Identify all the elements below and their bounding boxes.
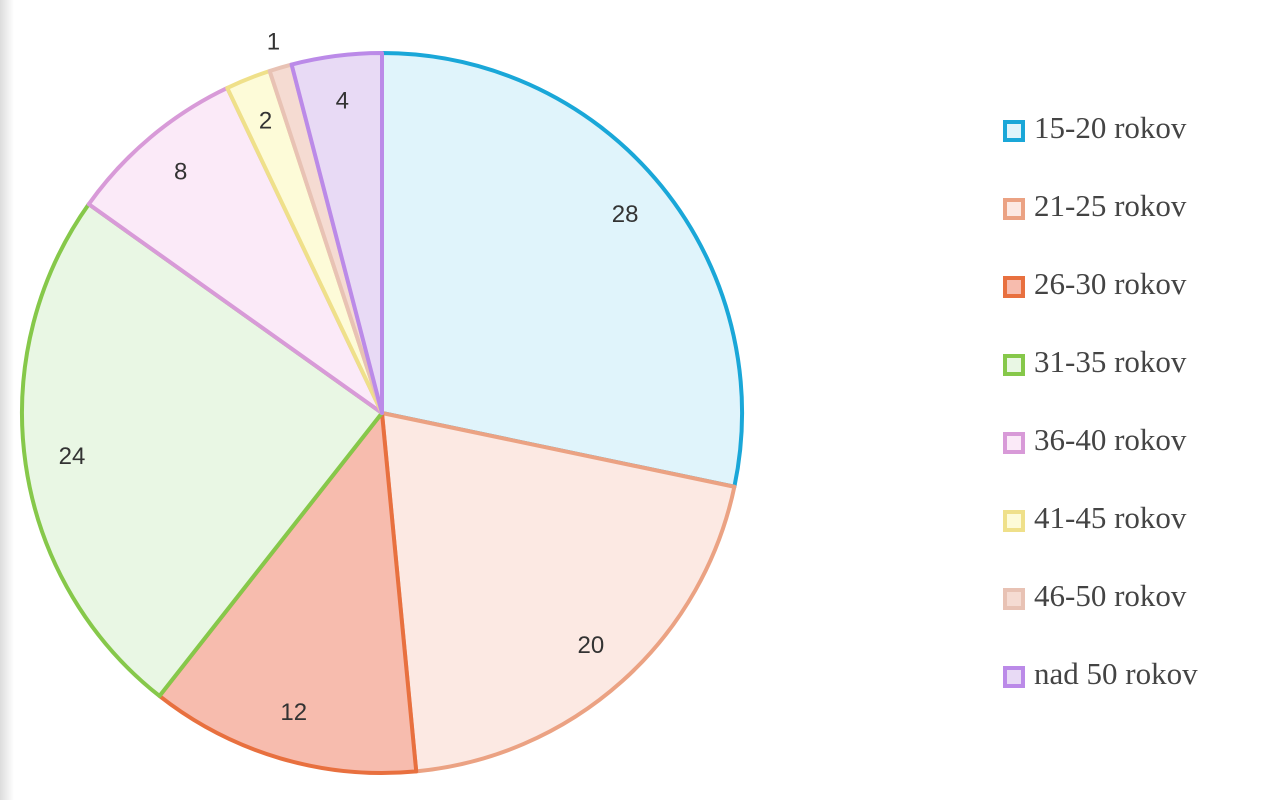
legend-marker <box>1003 510 1025 532</box>
pie-slice <box>157 411 419 775</box>
legend-label: 26-30 rokov <box>1034 266 1187 301</box>
legend-label: 21-25 rokov <box>1034 188 1187 223</box>
data-label: 28 <box>612 201 639 228</box>
legend-label: 46-50 rokov <box>1034 578 1187 613</box>
data-label: 4 <box>336 88 349 115</box>
pie-slice <box>86 85 384 415</box>
legend-label: 15-20 rokov <box>1034 110 1187 145</box>
data-label: 8 <box>174 158 187 185</box>
legend-marker <box>1003 432 1025 454</box>
legend-marker <box>1003 588 1025 610</box>
pie-slice <box>380 411 737 774</box>
edge-shade <box>0 0 14 800</box>
legend-label: 31-35 rokov <box>1034 344 1187 379</box>
legend-marker <box>1003 120 1025 142</box>
legend-label: nad 50 rokov <box>1034 656 1198 691</box>
legend-marker <box>1003 198 1025 220</box>
legend-marker <box>1003 354 1025 376</box>
pie-slice <box>380 51 744 489</box>
data-label: 24 <box>59 443 86 470</box>
pie-slice <box>289 51 384 415</box>
data-label: 1 <box>267 29 280 56</box>
data-label: 20 <box>577 632 604 659</box>
data-label: 12 <box>280 699 307 726</box>
legend-label: 36-40 rokov <box>1034 422 1187 457</box>
pie-slice <box>20 202 384 698</box>
legend-marker <box>1003 666 1025 688</box>
legend-marker <box>1003 276 1025 298</box>
legend-label: 41-45 rokov <box>1034 500 1187 535</box>
data-label: 2 <box>259 108 272 135</box>
